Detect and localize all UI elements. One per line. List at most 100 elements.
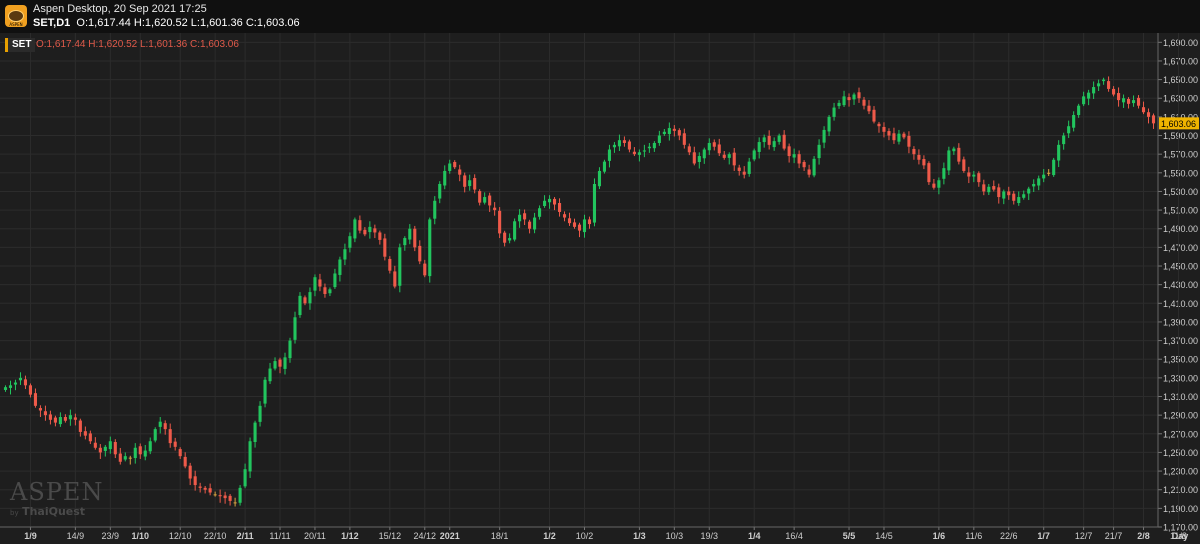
y-tick-label: 1,250.00 [1163,448,1198,458]
candle-body [288,340,292,359]
candle-body [398,247,402,286]
price-chart[interactable]: 1,690.001,670.001,650.001,630.001,610.00… [0,33,1200,544]
candle-body [113,441,117,455]
y-tick-label: 1,490.00 [1163,224,1198,234]
candle-body [183,456,187,467]
candle-body [697,156,701,162]
y-tick-label: 1,630.00 [1163,94,1198,104]
candle-body [857,92,861,99]
candle-body [1027,188,1031,194]
symbol-tag[interactable]: SET [5,38,36,52]
candle-body [862,99,866,106]
candle-body [582,219,587,233]
candle-body [333,273,337,288]
candle-body [373,228,377,233]
candle-body [622,140,626,143]
y-tick-label: 1,650.00 [1163,75,1198,85]
x-tick-label: 1/6 [933,531,946,541]
candle-body [118,453,122,462]
candle-body [228,495,232,501]
x-tick-label: 5/5 [843,531,856,541]
x-tick-label: 19/3 [701,531,719,541]
candle-body [1012,193,1016,201]
candle-body [213,494,217,496]
candle-body [1127,98,1131,104]
candle-body [513,221,517,240]
candle-body [133,447,137,459]
candle-body [428,219,432,277]
x-tick-label: 22/10 [204,531,227,541]
candle-body [1042,174,1046,179]
y-tick-label: 1,510.00 [1163,206,1198,216]
x-tick-label: 11/6 [965,531,982,541]
candle-body [707,142,711,151]
x-tick-label: 24/12 [414,531,437,541]
thaiquest-watermark: by ThaiQuest [10,505,85,518]
candle-body [483,197,487,203]
x-tick-label: 2/8 [1137,531,1150,541]
candle-body [293,317,297,340]
candle-body [1082,96,1086,105]
x-tick-label: 10/2 [576,531,594,541]
candle-body [692,152,696,164]
candle-body [827,116,831,132]
y-tick-label: 1,570.00 [1163,150,1198,160]
candle-body [822,129,826,143]
candle-body [83,431,87,436]
x-tick-label: 1/10 [131,531,149,541]
candle-body [832,107,836,117]
y-tick-label: 1,530.00 [1163,187,1198,197]
candle-body [777,135,781,142]
y-tick-label: 1,330.00 [1163,373,1198,383]
candle-body [957,147,961,162]
candle-body [43,411,47,416]
y-tick-label: 1,290.00 [1163,411,1198,421]
candle-body [587,219,592,225]
candle-body [38,408,42,411]
candle-body [368,226,372,233]
candle-body [572,222,577,227]
candle-body [602,161,607,172]
candle-body [1002,191,1006,199]
candle-body [503,232,507,243]
candle-body [742,171,746,175]
candle-body [647,146,651,149]
candle-body [937,180,941,188]
candle-body [662,131,666,135]
candle-body [1102,79,1106,82]
candle-body [508,238,512,241]
y-tick-label: 1,450.00 [1163,262,1198,272]
candle-body [178,449,182,457]
candle-body [528,221,532,229]
y-tick-label: 1,230.00 [1163,467,1198,477]
candle-body [1122,98,1126,103]
candle-body [128,457,132,459]
candle-body [1112,88,1116,95]
candle-body [348,236,352,248]
candle-body [313,277,317,291]
candle-body [747,161,751,174]
candle-body [98,447,102,453]
y-tick-label: 1,690.00 [1163,38,1198,48]
candle-body [887,131,891,136]
x-tick-label: 16/4 [785,531,803,541]
candle-body [188,465,192,479]
candle-body [997,187,1001,198]
candle-body [338,259,342,275]
x-tick-label: 1/12 [341,531,359,541]
candle-body [498,210,502,234]
y-tick-label: 1,270.00 [1163,429,1198,439]
candle-body [877,123,881,127]
candle-body [158,421,162,427]
candle-body [752,150,756,160]
candle-body [48,414,52,420]
candle-body [63,417,67,421]
candle-body [433,200,437,219]
candle-body [962,159,966,171]
candle-body [518,214,522,222]
candle-body [1141,107,1146,113]
candle-body [233,502,237,504]
candle-body [438,183,442,199]
candle-body [263,379,267,404]
candle-body [797,154,801,164]
